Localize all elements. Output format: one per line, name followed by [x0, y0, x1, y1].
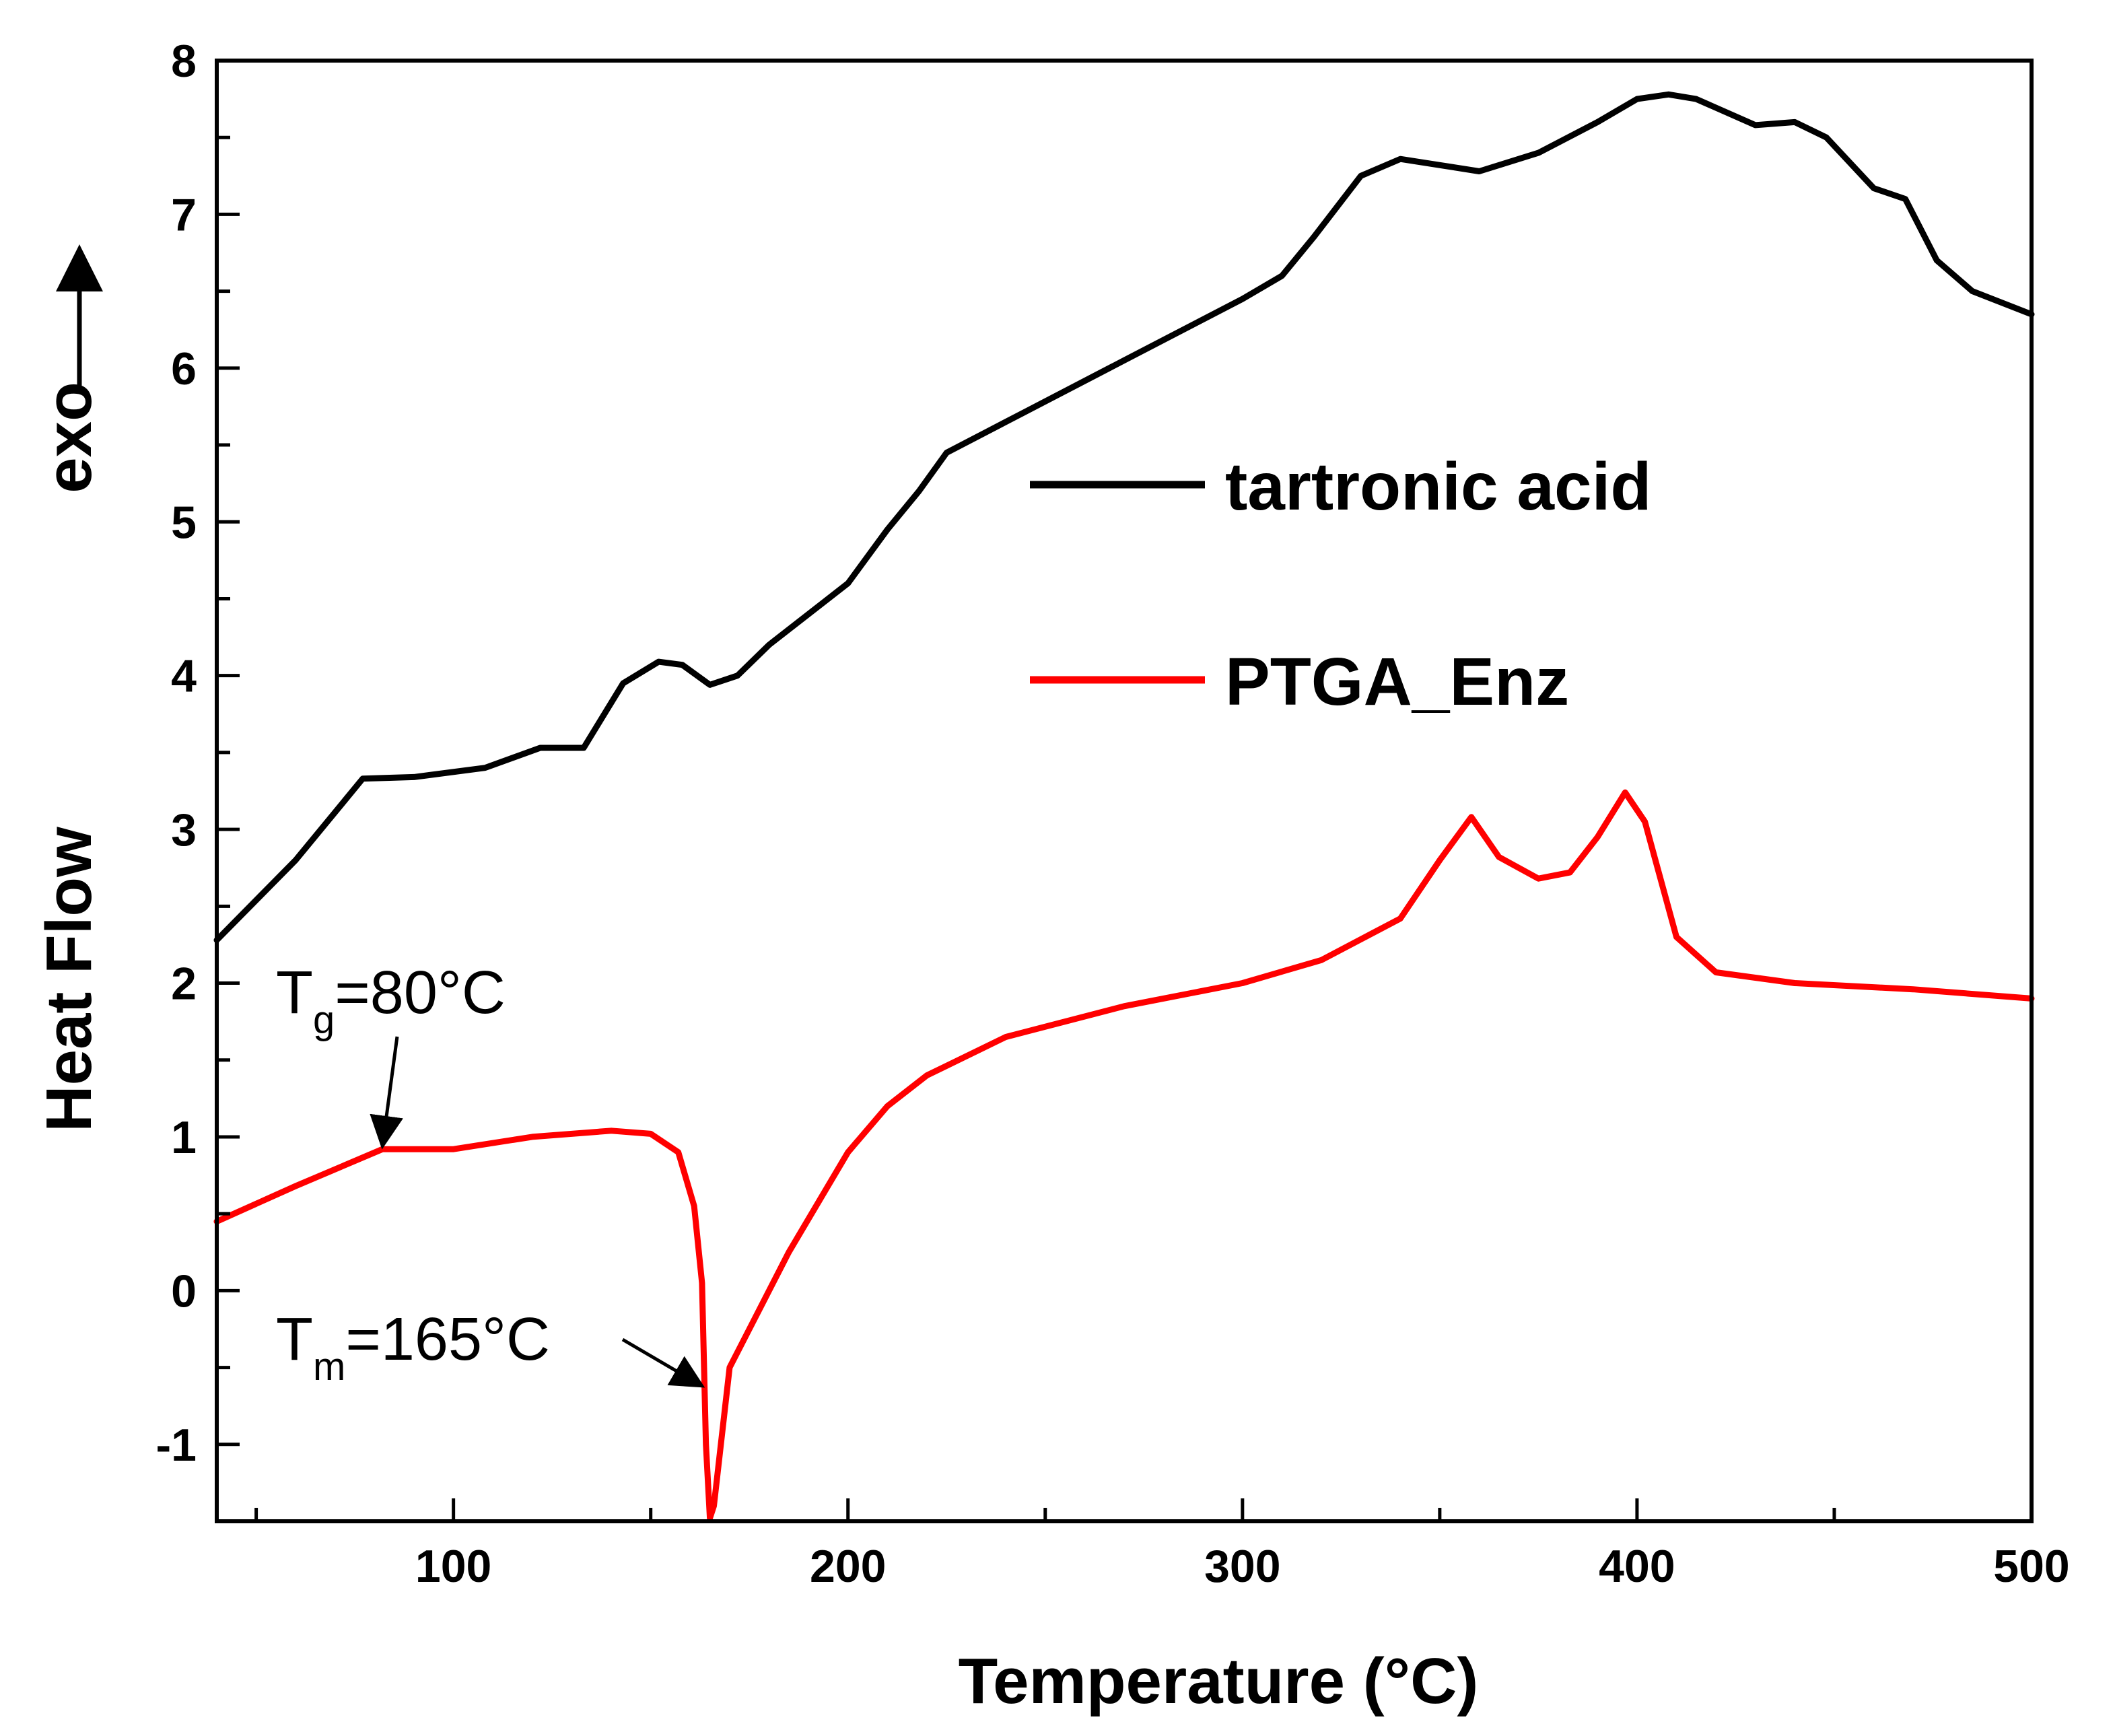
y-tick-label-6: 6: [171, 343, 197, 394]
annotation-tm-arrow-icon: [621, 1338, 705, 1388]
y-tick-label--1: -1: [156, 1420, 197, 1471]
exo-label: exo: [33, 382, 105, 493]
y-tick-label-2: 2: [171, 959, 197, 1010]
annotation-tg: Tg=80°C: [276, 959, 506, 1150]
x-axis: 100 200 300 400 500: [254, 1498, 2070, 1592]
x-tick-label-200: 200: [810, 1541, 886, 1592]
x-tick-label-400: 400: [1599, 1541, 1675, 1592]
plot-area: [213, 91, 2035, 1521]
series-line-tartronic-acid: [213, 91, 2035, 944]
y-tick-label-7: 7: [171, 189, 197, 240]
y-tick-label-1: 1: [171, 1112, 197, 1163]
x-tick-label-300: 300: [1204, 1541, 1280, 1592]
y-tick-label-4: 4: [171, 651, 197, 702]
annotation-tm: Tm=165°C: [276, 1306, 705, 1389]
x-axis-title: Temperature (°C): [959, 1645, 1479, 1717]
y-tick-label-8: 8: [171, 36, 197, 87]
y-axis: -1 0 1 2 3 4 5 6 7 8: [156, 36, 240, 1523]
annotation-tg-label: Tg=80°C: [276, 959, 506, 1042]
exo-indicator: exo: [33, 244, 105, 493]
legend: tartronic acid PTGA_Enz: [1030, 449, 1652, 720]
y-tick-label-0: 0: [171, 1265, 197, 1317]
legend-label-ptga-enz: PTGA_Enz: [1225, 644, 1569, 720]
x-tick-label-100: 100: [415, 1541, 491, 1592]
legend-label-tartronic-acid: tartronic acid: [1225, 449, 1652, 524]
annotation-tm-label: Tm=165°C: [276, 1306, 550, 1389]
series-line-ptga-enz: [213, 789, 2035, 1521]
y-axis-title: Heat Flow: [33, 827, 105, 1132]
x-tick-label-500: 500: [1993, 1541, 2069, 1592]
annotation-tg-arrow-icon: [370, 1036, 403, 1150]
plot-frame: [215, 59, 2034, 1523]
y-tick-label-3: 3: [171, 804, 197, 856]
y-tick-label-5: 5: [171, 497, 197, 548]
